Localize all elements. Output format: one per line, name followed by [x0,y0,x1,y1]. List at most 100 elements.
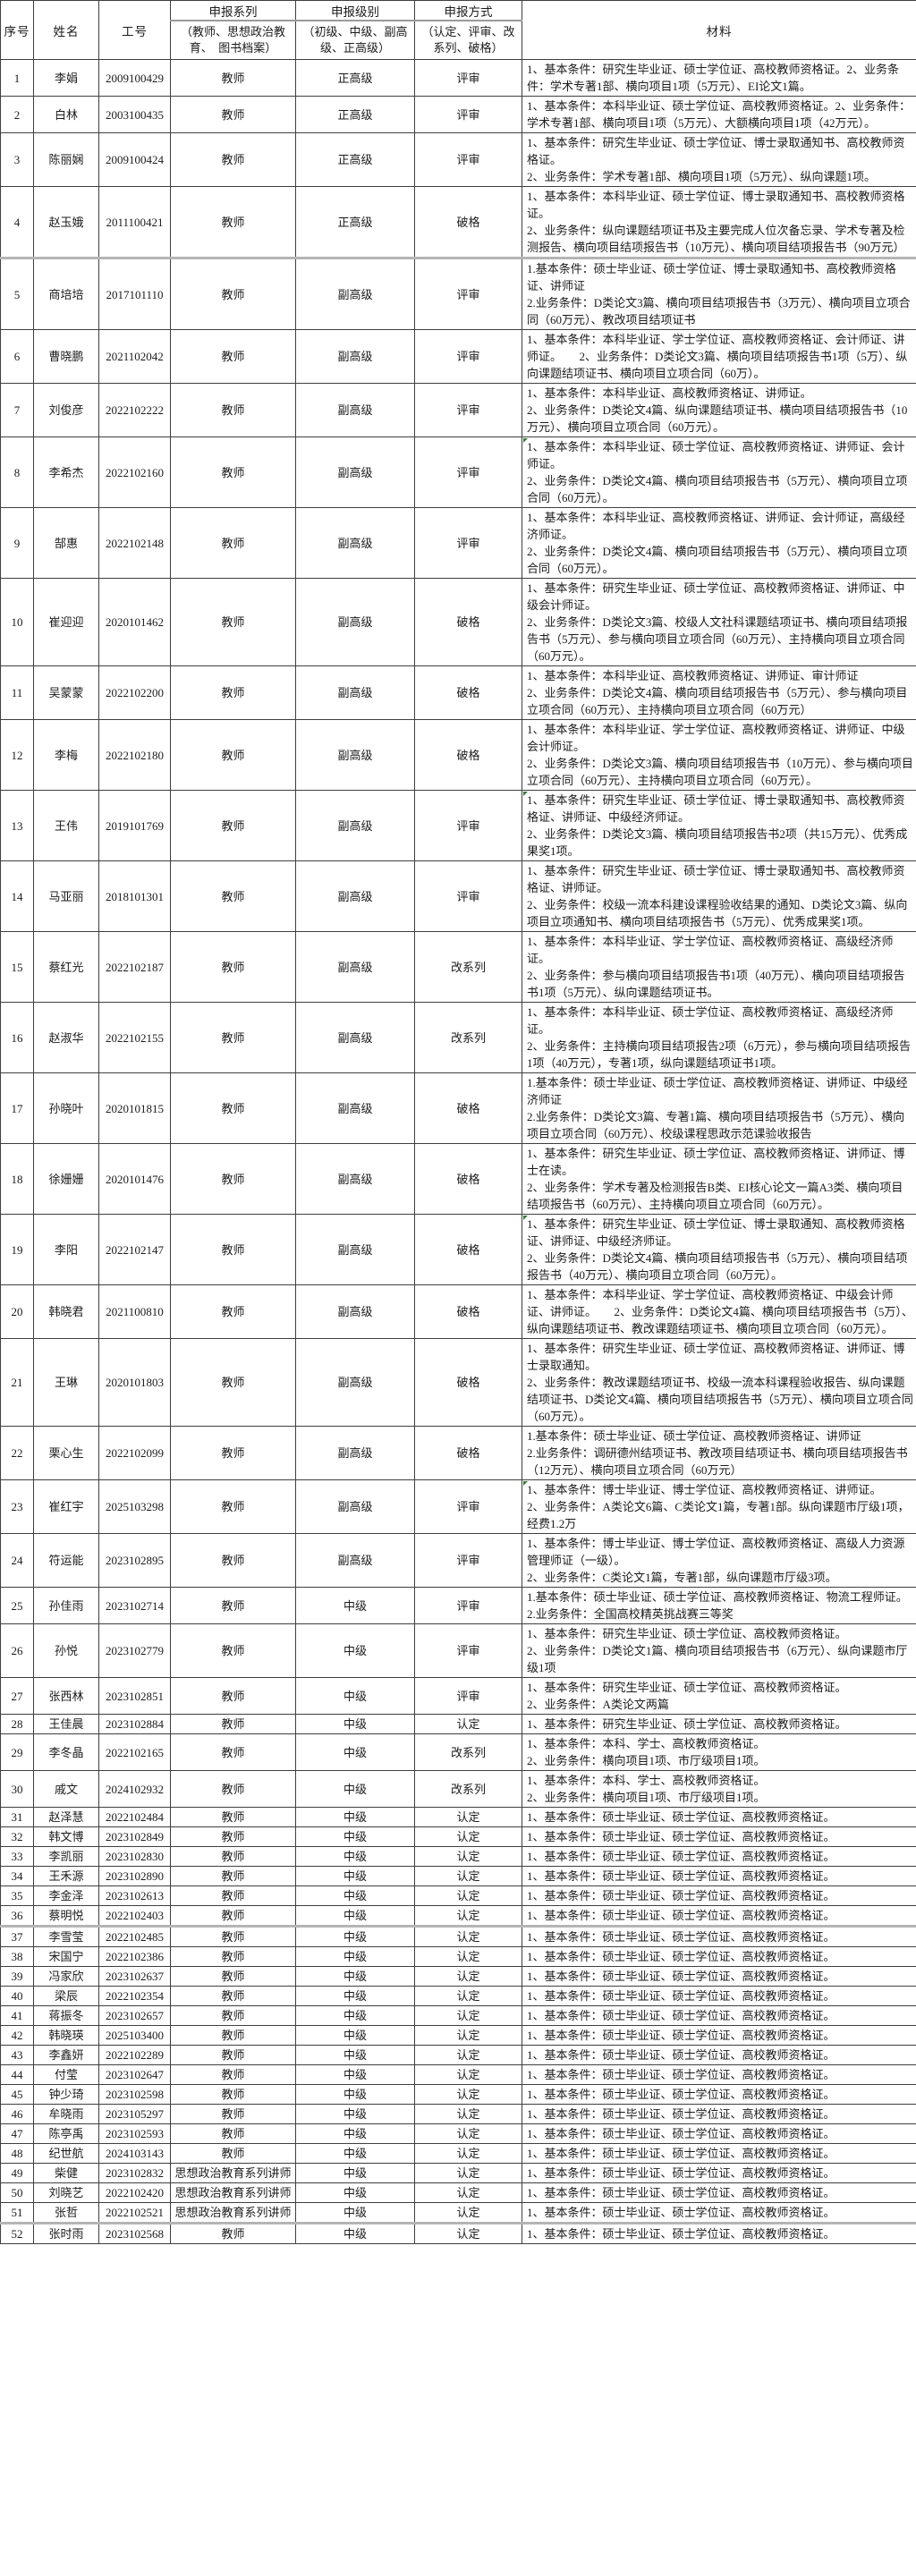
row-number-cell: 34 [0,1866,34,1886]
level-cell: 中级 [295,1677,415,1715]
level-cell: 副高级 [295,1143,415,1215]
level-cell: 副高级 [295,790,415,861]
employee-id-cell: 2022102485 [98,1925,171,1947]
applicant-name-cell: 蔡明悦 [33,1905,99,1927]
row-number-cell: 37 [0,1925,34,1947]
applicant-name-cell: 刘晓艺 [33,2182,99,2203]
level-cell: 中级 [295,2005,415,2026]
row-number-cell: 40 [0,1986,34,2006]
employee-id-cell: 2019101769 [98,790,171,861]
materials-cell: 1、基本条件：博士毕业证、博士学位证、高校教师资格证、讲师证。 2、业务条件：A… [522,1479,916,1534]
materials-cell: 1、基本条件：本科毕业证、学士学位证、高校教师资格证、高级经济师证。 2、业务条… [522,931,916,1003]
level-cell: 副高级 [295,1072,415,1144]
employee-id-cell: 2020101803 [98,1338,171,1427]
applicant-name-cell: 韩文博 [33,1826,99,1847]
header-method-note: （认定、评审、改系列、破格） [414,20,522,60]
materials-cell: 1、基本条件：研究生毕业证、硕士学位证、博士录取通知书、高校教师资格证、讲师证。… [522,860,916,932]
level-cell: 中级 [295,1946,415,1967]
method-cell: 改系列 [414,1770,522,1808]
method-cell: 认定 [414,1714,522,1734]
application-table: 序号 姓名 工号 申报系列 申报级别 申报方式 材料 （教师、思想政治教育、 图… [0,0,916,2244]
materials-cell: 1、基本条件：硕士毕业证、硕士学位证、高校教师资格证。 [522,1966,916,1987]
materials-cell: 1、基本条件：硕士毕业证、硕士学位证、高校教师资格证。 [522,2104,916,2124]
method-cell: 破格 [414,719,522,791]
series-cell: 教师 [170,1623,296,1678]
employee-id-cell: 2024103143 [98,2143,171,2164]
level-cell: 中级 [295,1986,415,2006]
employee-id-cell: 2023102568 [98,2222,171,2244]
row-number-cell: 26 [0,1623,34,1678]
level-cell: 中级 [295,1905,415,1927]
table-row: 35 李金泽 2023102613 教师 中级 认定 1、基本条件：硕士毕业证、硕士学位证、… [0,1885,916,1906]
applicant-name-cell: 白林 [33,96,99,133]
level-cell: 副高级 [295,719,415,791]
series-cell: 教师 [170,1807,296,1827]
row-number-cell: 38 [0,1946,34,1967]
employee-id-cell: 2022102160 [98,436,171,508]
materials-cell: 1、基本条件：研究生毕业证、硕士学位证、高校教师资格证。 2、业务条件：D类论文… [522,1623,916,1678]
series-cell: 教师 [170,1733,296,1771]
table-row: 10 崔迎迎 2020101462 教师 副高级 破格 1、基本条件：研究生毕业证、硕士学位… [0,578,916,666]
employee-id-cell: 2011100421 [98,186,171,258]
applicant-name-cell: 柴健 [33,2163,99,2183]
materials-cell: 1、基本条件：研究生毕业证、硕士学位证、高校教师资格证。 [522,1714,916,1734]
row-number-cell: 50 [0,2182,34,2203]
level-cell: 副高级 [295,507,415,579]
materials-cell: 1、基本条件：本科毕业证、硕士学位证、高校教师资格证、讲师证、会计师证。 2、业… [522,436,916,508]
materials-cell: 1、基本条件：研究生毕业证、硕士学位证、高校教师资格证。 2、业务条件：A类论文… [522,1677,916,1715]
applicant-name-cell: 郜惠 [33,507,99,579]
series-cell: 教师 [170,2084,296,2105]
method-cell: 破格 [414,1338,522,1427]
row-number-cell: 28 [0,1714,34,1734]
applicant-name-cell: 蒋振冬 [33,2005,99,2026]
table-row: 40 梁辰 2022102354 教师 中级 认定 1、基本条件：硕士毕业证、硕士学位证、高… [0,1986,916,2006]
series-cell: 教师 [170,1986,296,2006]
employee-id-cell: 2023102884 [98,1714,171,1734]
series-cell: 教师 [170,1479,296,1534]
employee-id-cell: 2023102637 [98,1966,171,1987]
series-cell: 教师 [170,790,296,861]
series-cell: 教师 [170,1072,296,1144]
applicant-name-cell: 牟晓雨 [33,2104,99,2124]
materials-cell: 1、基本条件：本科毕业证、硕士学位证、博士录取通知书、高校教师资格证。 2、业务… [522,186,916,258]
materials-cell: 1、基本条件：本科、学士、高校教师资格证。 2、业务条件：横向项目1项、市厅级项… [522,1733,916,1771]
applicant-name-cell: 赵淑华 [33,1002,99,1073]
series-cell: 教师 [170,1925,296,1947]
applicant-name-cell: 纪世航 [33,2143,99,2164]
row-number-cell: 35 [0,1885,34,1906]
series-cell: 教师 [170,1338,296,1427]
row-number-cell: 10 [0,578,34,666]
applicant-name-cell: 陈丽娴 [33,132,99,187]
header-method: 申报方式 [414,0,522,21]
series-cell: 教师 [170,665,296,720]
level-cell: 中级 [295,1807,415,1827]
materials-cell: 1、基本条件：本科毕业证、高校教师资格证、讲师证。 2、业务条件：D类论文4篇、… [522,383,916,437]
series-cell: 教师 [170,329,296,384]
row-number-cell: 42 [0,2025,34,2046]
table-row: 12 李梅 2022102180 教师 副高级 破格 1、基本条件：本科毕业证、学士学位证、… [0,719,916,791]
employee-id-cell: 2022102155 [98,1002,171,1073]
level-cell: 副高级 [295,1426,415,1480]
row-number-cell: 41 [0,2005,34,2026]
row-number-cell: 9 [0,507,34,579]
materials-cell: 1、基本条件：硕士毕业证、硕士学位证、高校教师资格证。 [522,2045,916,2065]
employee-id-cell: 2022102180 [98,719,171,791]
table-row: 33 李凯丽 2023102830 教师 中级 认定 1、基本条件：硕士毕业证、硕士学位证、… [0,1846,916,1867]
applicant-name-cell: 王伟 [33,790,99,861]
table-row: 6 曹晓鹏 2021102042 教师 副高级 评审 1、基本条件：本科毕业证、学士学位证、… [0,329,916,384]
table-row: 26 孙悦 2023102779 教师 中级 评审 1、基本条件：研究生毕业证、硕士学位证、… [0,1623,916,1678]
applicant-name-cell: 李娟 [33,59,99,97]
level-cell: 副高级 [295,931,415,1003]
employee-id-cell: 2023102830 [98,1846,171,1867]
row-number-cell: 24 [0,1533,34,1588]
applicant-name-cell: 李凯丽 [33,1846,99,1867]
level-cell: 中级 [295,1966,415,1987]
method-cell: 认定 [414,2163,522,2183]
method-cell: 改系列 [414,1733,522,1771]
employee-id-cell: 2022102484 [98,1807,171,1827]
applicant-name-cell: 李鑫妍 [33,2045,99,2065]
employee-id-cell: 2022102354 [98,1986,171,2006]
employee-id-cell: 2017101110 [98,257,171,330]
level-cell: 正高级 [295,96,415,133]
materials-cell: 1、基本条件：研究生毕业证、硕士学位证、博士录取通知书、高校教师资格证、讲师证、… [522,790,916,861]
